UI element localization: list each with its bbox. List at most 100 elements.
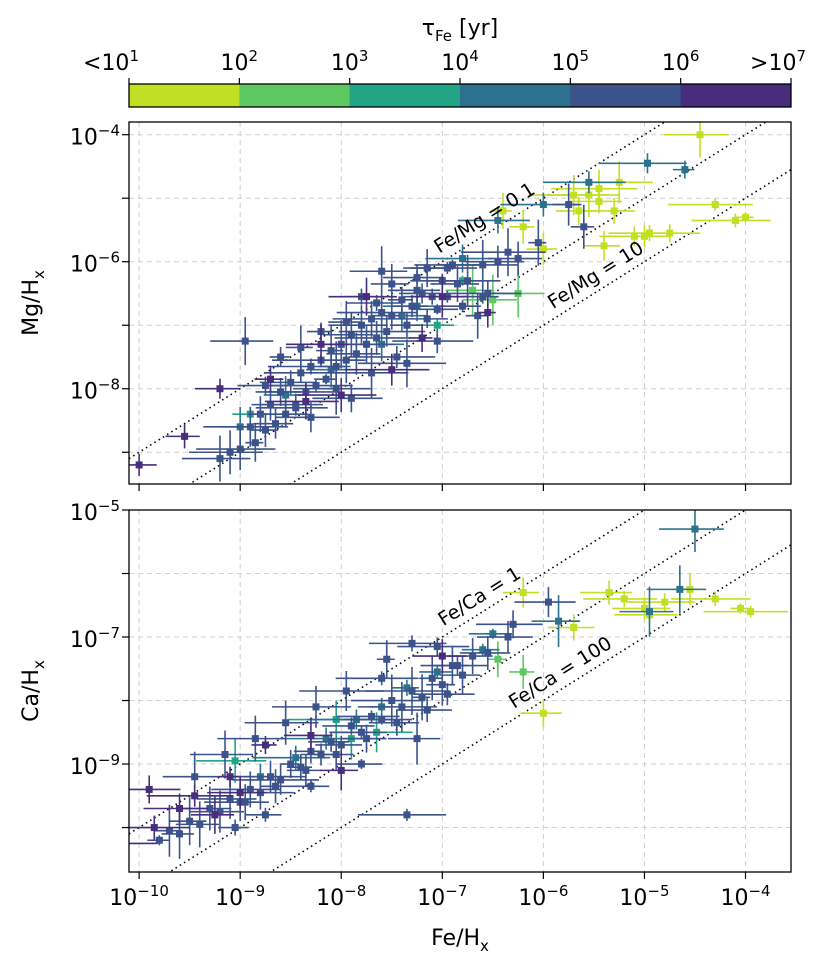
data-point [368, 709, 420, 736]
colorbar-tick-label: <101 [83, 47, 139, 76]
data-point [324, 312, 373, 357]
data-point [251, 735, 277, 754]
data-point [203, 406, 288, 447]
data-point [299, 671, 384, 711]
y-tick-label: 10−9 [70, 751, 120, 780]
data-point [547, 614, 595, 641]
data-point [477, 297, 496, 328]
panel-ca: 10−510−710−9Fe/Ca = 1Fe/Ca = 100 Ca/Hx [19, 497, 792, 879]
colorbar-tick-label: 102 [221, 47, 259, 76]
data-point [520, 699, 562, 728]
data-point [190, 730, 254, 779]
y-tick-label: 10−4 [70, 122, 120, 151]
data-point [439, 300, 481, 313]
data-point [531, 595, 581, 648]
data-point [410, 275, 468, 318]
data-point [218, 819, 249, 836]
data-point [181, 435, 251, 482]
x-axis-label: Fe/Hx [431, 926, 489, 955]
mg-ylabel: Mg/Hx [19, 270, 48, 336]
data-point [129, 775, 181, 804]
data-point [691, 213, 771, 228]
data-point [612, 225, 671, 248]
y-tick-label: 10−6 [70, 249, 120, 278]
colorbar-segment [129, 84, 240, 107]
data-point [190, 795, 235, 834]
colorbar-tick-label: 103 [331, 47, 369, 76]
data-point [328, 305, 388, 346]
data-point [328, 301, 361, 344]
x-tick-label: 10−4 [720, 882, 770, 911]
data-point [129, 842, 158, 845]
data-point [509, 209, 535, 244]
colorbar-tick-label: 104 [441, 47, 479, 76]
data-point [143, 793, 209, 824]
data-point [464, 245, 525, 278]
data-point [255, 402, 328, 413]
data-point [232, 784, 256, 821]
colorbar-title: τFe [yr] [422, 16, 499, 45]
data-point [329, 725, 388, 740]
data-point [570, 204, 595, 249]
data-point [383, 270, 445, 285]
data-point [168, 797, 207, 846]
data-point [476, 610, 543, 639]
data-point [146, 784, 234, 807]
data-point [287, 780, 330, 793]
data-point [283, 717, 333, 754]
data-point [165, 424, 200, 449]
data-point [259, 769, 289, 804]
data-point [440, 656, 481, 695]
colorbar-tick-label: >107 [750, 47, 806, 76]
data-point [619, 586, 674, 637]
data-point [462, 289, 499, 304]
data-point [341, 724, 387, 753]
data-point [189, 430, 263, 475]
data-point [457, 207, 530, 234]
data-point [401, 309, 448, 328]
data-point [391, 295, 428, 318]
data-point [552, 183, 582, 226]
data-point [459, 635, 511, 670]
data-point [335, 671, 419, 686]
data-point [350, 674, 425, 727]
data-point [225, 760, 307, 793]
data-point [584, 230, 621, 261]
ratio-line [289, 168, 791, 484]
panel-ca-frame [128, 509, 792, 873]
colorbar-tick-label: 105 [552, 47, 590, 76]
ratio-line [129, 510, 646, 835]
data-point [251, 388, 286, 421]
data-point [245, 423, 264, 462]
data-point [334, 320, 411, 355]
panel-mg-frame [128, 121, 792, 485]
data-point [550, 169, 638, 208]
data-point [210, 317, 274, 366]
data-point [671, 591, 751, 606]
data-point [286, 324, 350, 365]
ratio-label: Fe/Mg = 10 [544, 237, 648, 313]
colorbar-segment [570, 84, 682, 107]
data-point [397, 637, 470, 656]
data-point [412, 639, 467, 674]
panel-mg: 10−410−610−8Fe/Mg = 0.1Fe/Mg = 10 Mg/Hx [19, 121, 792, 491]
data-point [344, 353, 430, 386]
x-tick-label: 10−8 [316, 882, 366, 911]
x-tick-label: 10−7 [417, 882, 467, 911]
data-point [419, 656, 443, 701]
ca-ylabel: Ca/Hx [19, 660, 48, 722]
colorbar-tick-label: 106 [662, 47, 700, 76]
data-point [357, 339, 447, 388]
x-tick-label: 10−10 [109, 882, 169, 911]
data-point [646, 565, 707, 614]
data-point [526, 233, 557, 266]
x-tick-label: 10−5 [619, 882, 669, 911]
colorbar-segment [349, 84, 461, 107]
x-tick-label: 10−6 [518, 882, 568, 911]
data-point [279, 750, 300, 779]
data-point [598, 153, 687, 174]
data-point [542, 171, 626, 194]
data-point [264, 383, 339, 420]
data-point [491, 192, 512, 229]
